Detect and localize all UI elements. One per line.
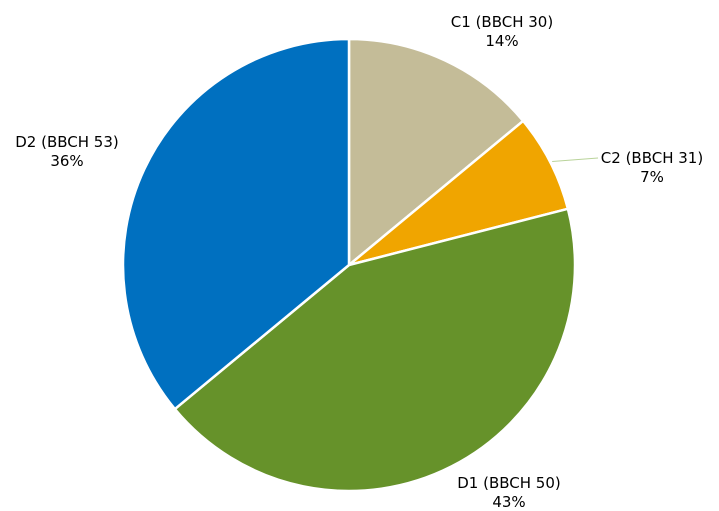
slice-label-c2-percent: 7% xyxy=(640,168,664,186)
leader-lines xyxy=(552,157,599,162)
leader-line-c2 xyxy=(552,157,599,162)
pie-slice-d1 xyxy=(173,207,577,493)
slice-label-d2-category: D2 (BBCH 53) xyxy=(15,133,119,151)
slice-label-c1: C1 (BBCH 30) 14% xyxy=(451,13,553,50)
pie-slice-c1 xyxy=(347,37,525,267)
slice-label-d1-category: D1 (BBCH 50) xyxy=(457,474,561,492)
pie-slices xyxy=(121,37,577,493)
slice-label-d1: D1 (BBCH 50) 43% xyxy=(457,474,561,511)
slice-label-d1-percent: 43% xyxy=(492,493,525,511)
slice-label-c2: C2 (BBCH 31) 7% xyxy=(601,149,703,186)
pie-slice-d2 xyxy=(121,37,351,411)
slice-label-c1-category: C1 (BBCH 30) xyxy=(451,13,553,31)
slice-label-d2: D2 (BBCH 53) 36% xyxy=(15,133,119,170)
slice-label-d2-percent: 36% xyxy=(50,152,83,170)
slice-label-c2-category: C2 (BBCH 31) xyxy=(601,149,703,167)
slice-label-c1-percent: 14% xyxy=(485,32,518,50)
